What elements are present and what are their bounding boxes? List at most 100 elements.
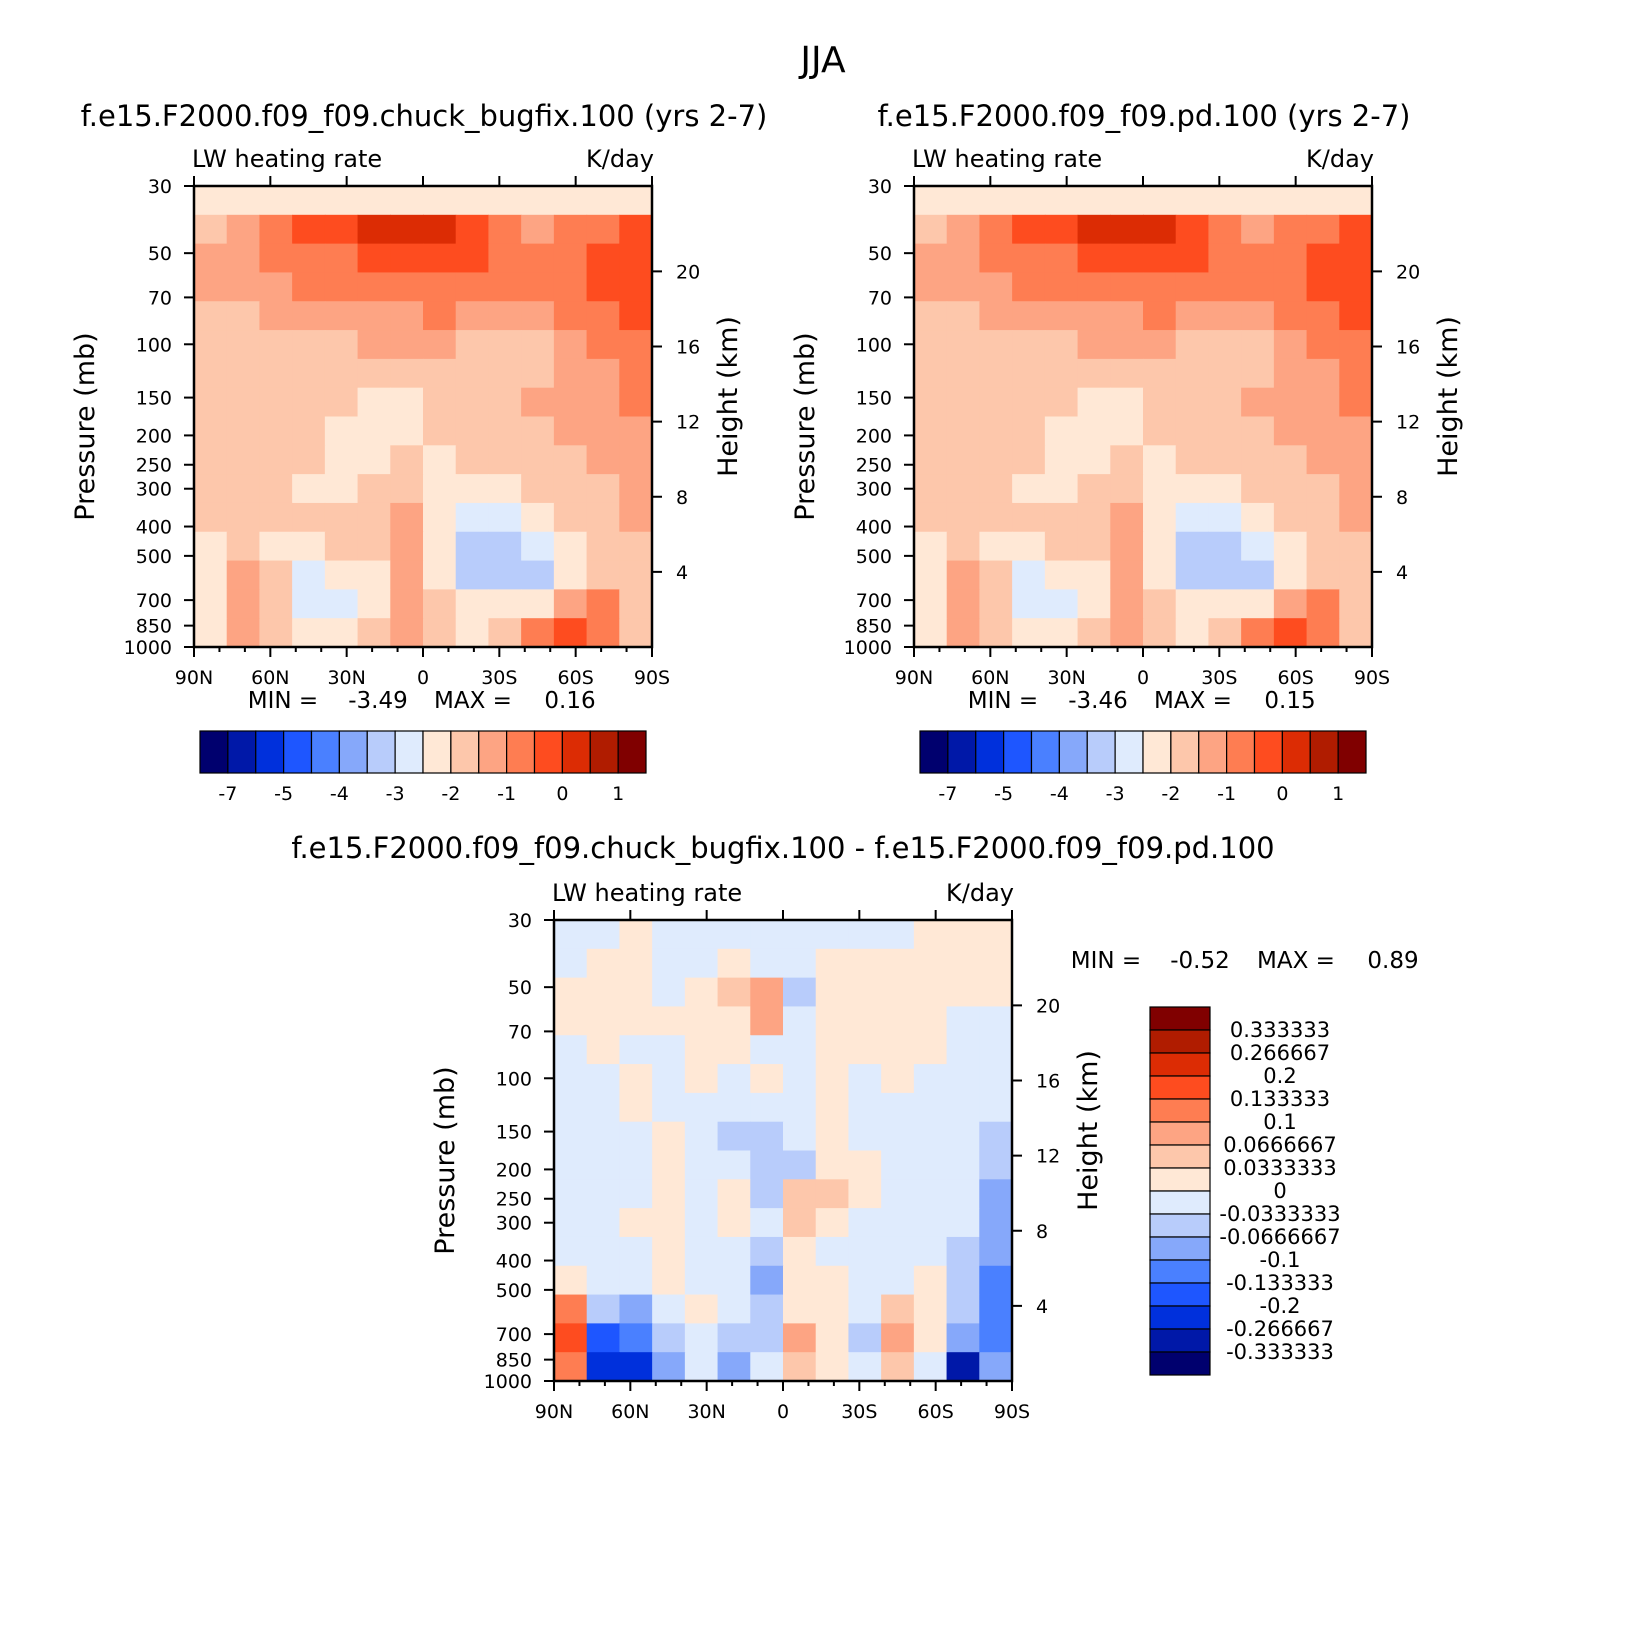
field-cell [488,589,522,619]
field-cell [979,1179,1013,1209]
field-cell [259,214,293,245]
field-cell [946,920,980,950]
field-cell [357,445,391,475]
field-cell [1110,560,1144,590]
colorbar: -7 -5 -4 -3 -2 -1 0 1 [919,730,1367,805]
field-cell [684,1208,719,1238]
field-cell [979,330,1013,360]
field-cell [652,1352,686,1382]
colorbar-label: 0 [1276,783,1288,805]
field-cell [783,1006,817,1036]
field-cell [554,1150,588,1180]
field-cell [914,358,948,389]
colorbar-label: 0 [1273,1179,1286,1203]
field-cell [226,243,261,274]
height-tick-label: 8 [1036,1221,1048,1243]
field-cell [1044,243,1079,274]
field-cell [979,1294,1013,1324]
field-cell [357,618,391,648]
field-cell [390,272,424,302]
field-cell [848,1006,882,1036]
field-cell [979,243,1013,274]
field-cell [848,948,882,979]
panel-1: f.e15.F2000.f09_f09.chuck_bugfix.100 (yr… [70,99,767,805]
field-cell [1208,387,1242,418]
field-cell [390,243,424,274]
height-axis-label: Height (km) [1073,1050,1104,1211]
colorbar-box [1149,1052,1211,1077]
lat-tick-label: 90N [535,1401,573,1423]
field-cell [979,1035,1013,1065]
colorbar-box [1149,1167,1211,1192]
colorbar-label: 0.0666667 [1223,1133,1337,1157]
field-cell [652,1092,686,1123]
field-cell [1012,416,1046,446]
field-cell [1012,330,1046,360]
field-cell [488,560,522,590]
field-cell [1339,186,1373,216]
field-cell [979,272,1013,302]
field-cell [357,186,391,216]
field-cell [292,358,326,389]
field-cell [194,531,228,562]
field-cell [684,1323,719,1353]
field-cell [881,1121,915,1152]
pressure-tick-label: 200 [136,425,172,447]
field-cell [619,416,653,446]
lat-tick-label: 0 [1137,667,1149,689]
lat-tick-label: 90N [175,667,213,689]
colorbar-box [919,730,949,774]
field-cell [194,416,228,446]
field-cell [914,531,948,562]
colorbar-label: -2 [441,783,460,805]
field-cell [1273,387,1308,418]
field-cell [423,502,457,533]
figure-title: JJA [798,40,846,81]
field-cell [979,358,1013,389]
pressure-tick-label: 70 [868,287,892,309]
field-cell [946,977,980,1008]
field-cell [1339,330,1373,360]
field-cell [1110,243,1144,274]
field-cell [848,1035,882,1065]
field-cell [1143,589,1177,619]
field-cell [1306,474,1340,504]
field-cell [619,1121,653,1152]
field-cell [652,1323,686,1353]
field-cell [488,531,522,562]
field-cell [913,1179,948,1209]
colorbar-box [1149,1144,1211,1169]
field-cell [783,1035,817,1065]
field-cell [1044,358,1079,389]
colorbar-box [1337,730,1367,774]
lat-tick-label: 0 [777,1401,789,1423]
field-cell [1077,330,1111,360]
field-cell [423,358,457,389]
field-cell [1273,502,1308,533]
lat-tick-label: 30N [1047,667,1085,689]
colorbar-label: 0.2 [1263,1064,1296,1088]
field-cell [1241,445,1275,475]
field-cell [619,1035,653,1065]
field-cell [881,1092,915,1123]
field-cell [586,977,621,1008]
field-cell [1012,301,1046,331]
field-cell [586,1352,621,1382]
colorbar-box [533,730,563,774]
pressure-tick-label: 300 [136,479,172,501]
field-cell [1208,589,1242,619]
field-cell [1306,272,1340,302]
field-cell [586,387,620,418]
field-cell [1306,445,1340,475]
field-cell [946,618,981,648]
field-cell [521,358,555,389]
field-cell [1077,272,1111,302]
field-cell [1241,186,1275,216]
field-cell [750,1236,784,1267]
height-tick-label: 12 [1036,1146,1060,1168]
field-cell [1143,358,1177,389]
field-cell [1143,560,1177,590]
field-cell [1012,560,1046,590]
field-cell [619,1179,653,1209]
field-cell [357,560,391,590]
